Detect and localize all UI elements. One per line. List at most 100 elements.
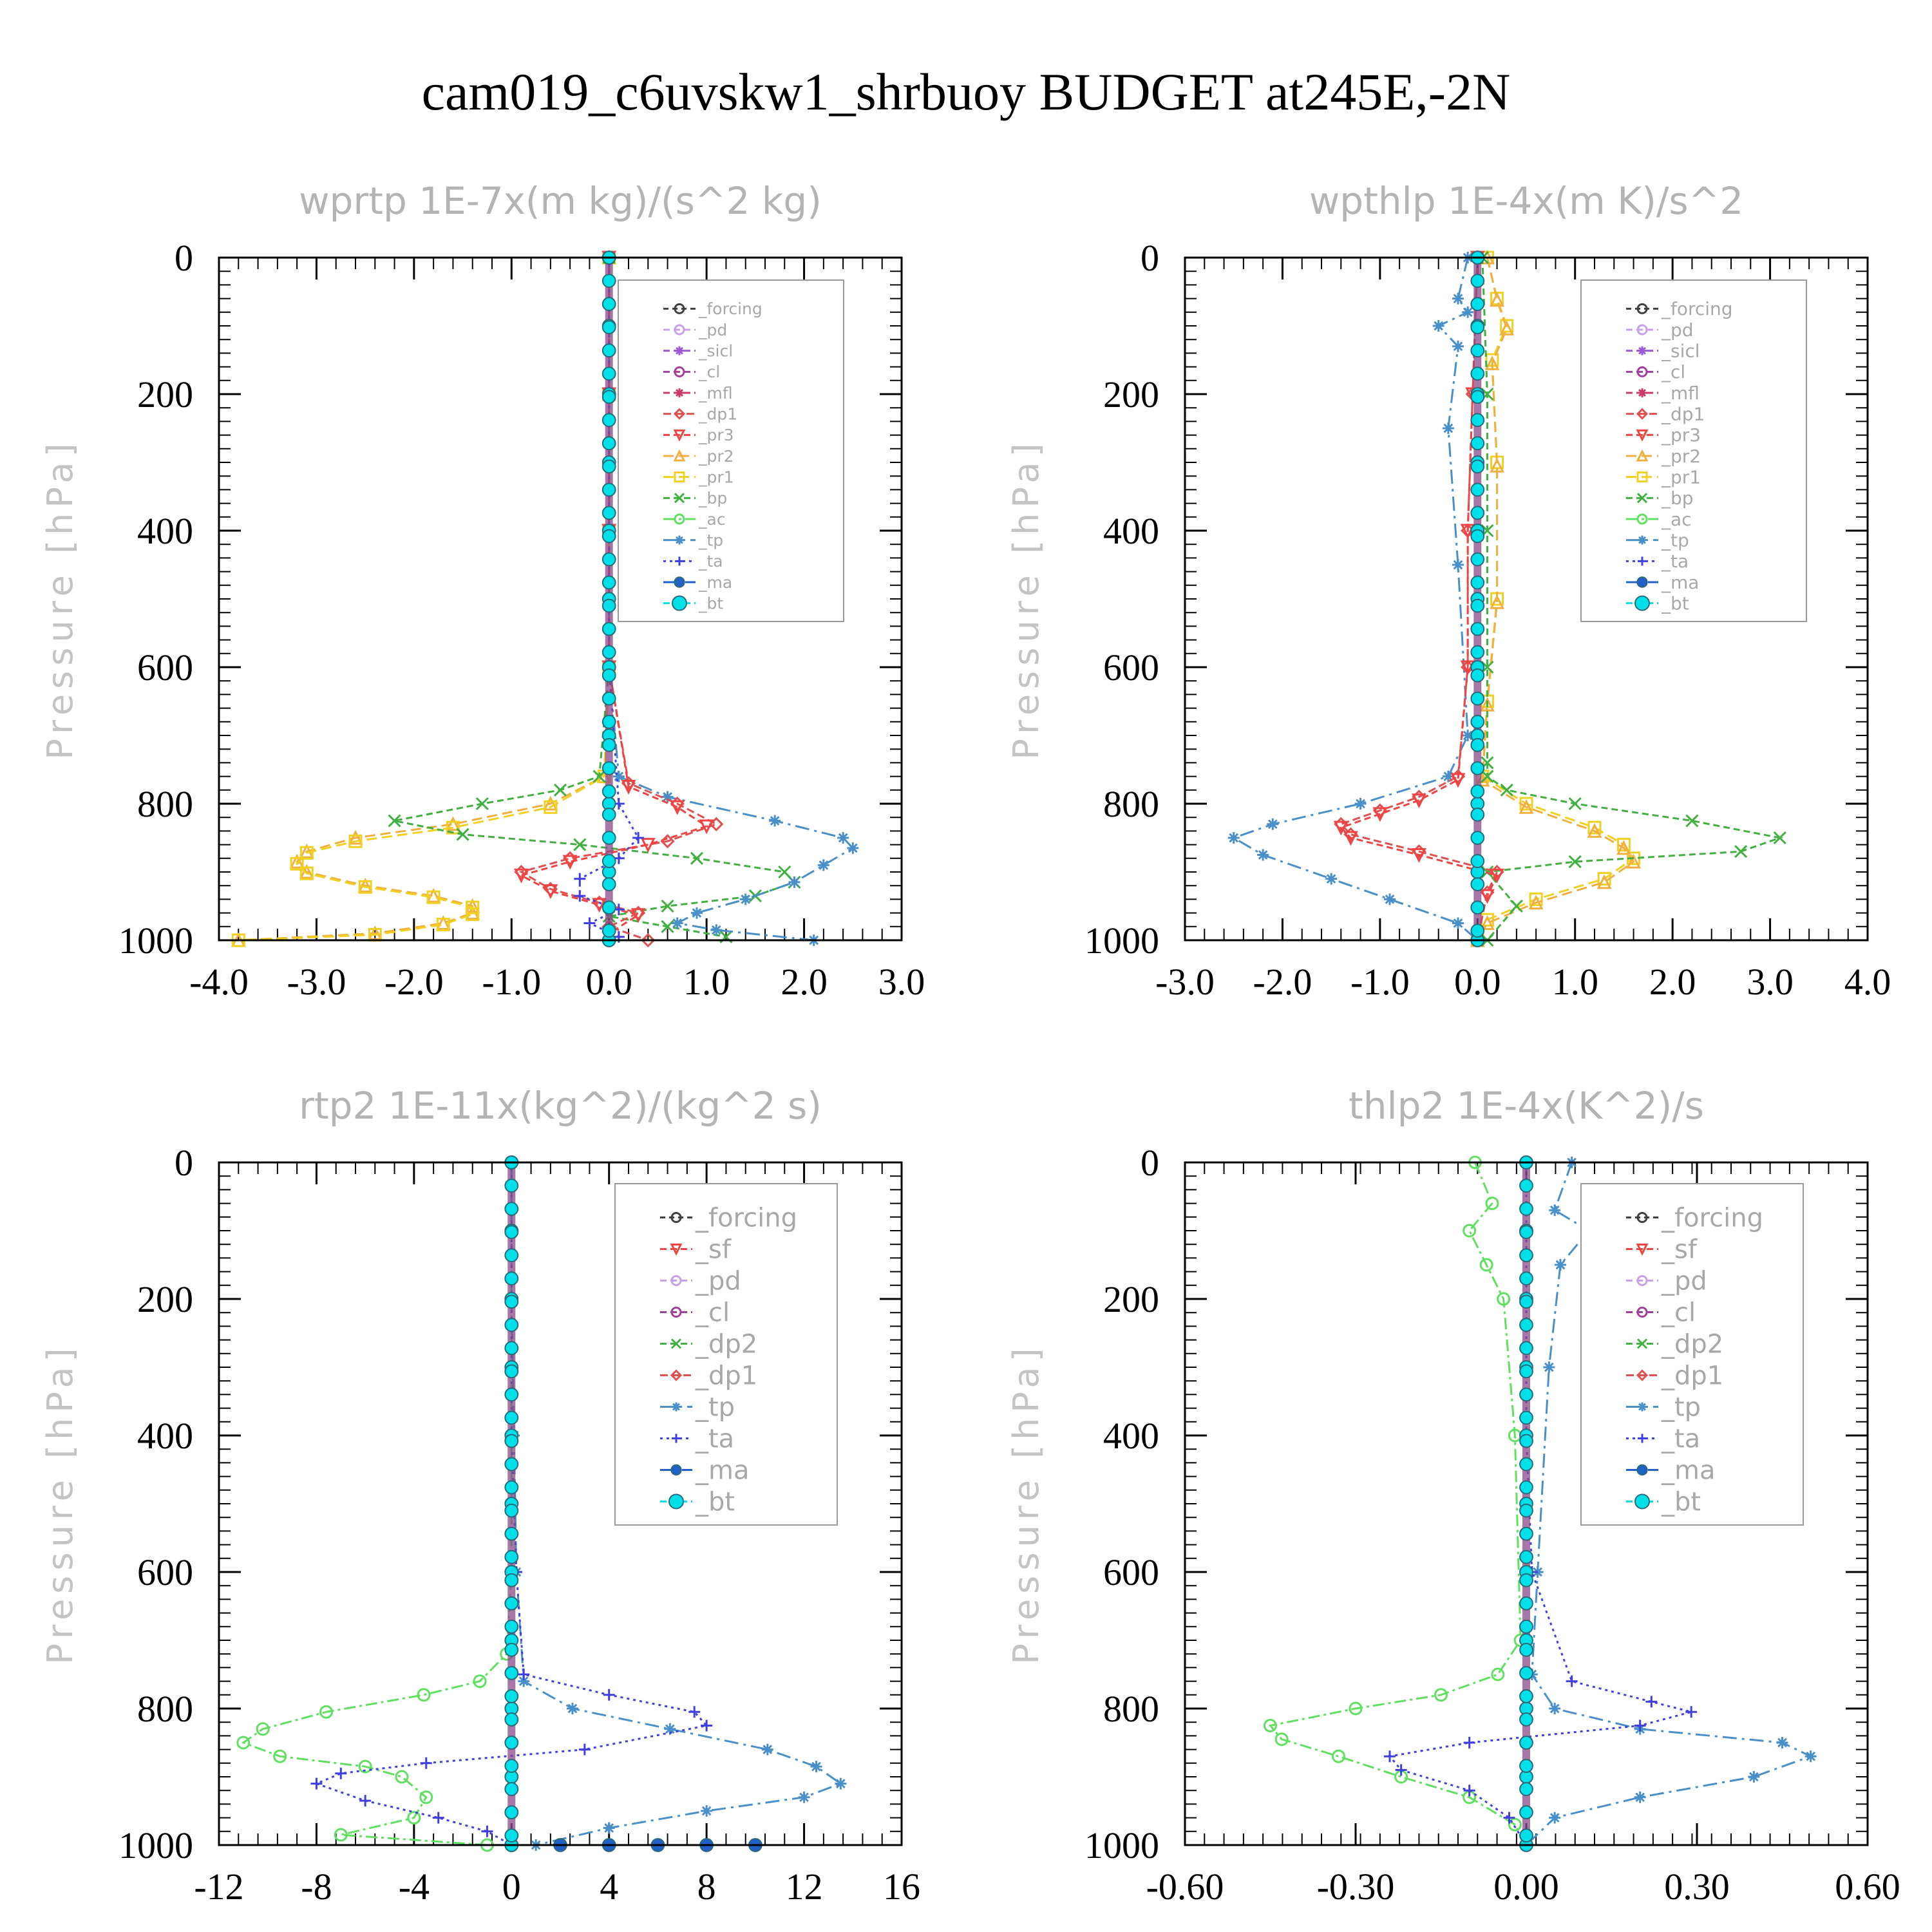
legend-marker xyxy=(1636,303,1648,314)
series-line xyxy=(608,258,855,942)
data-point xyxy=(1343,831,1358,846)
legend-label: _tp xyxy=(1661,1393,1701,1423)
data-point xyxy=(1462,730,1474,741)
legend-marker xyxy=(670,1275,682,1286)
legend-marker xyxy=(1636,1464,1648,1476)
data-point xyxy=(299,866,314,880)
legend-label: _forcing xyxy=(1661,298,1733,319)
data-point xyxy=(1490,292,1504,307)
y-tick-label: 1000 xyxy=(118,1824,193,1866)
legend-label: _dp1 xyxy=(1661,403,1705,424)
data-point xyxy=(1470,645,1485,659)
data-point xyxy=(504,1828,519,1843)
data-point xyxy=(1634,1719,1646,1732)
data-point xyxy=(1519,1619,1533,1634)
data-point xyxy=(601,529,616,544)
data-point xyxy=(1549,1812,1561,1824)
data-point xyxy=(1470,390,1485,404)
legend-marker xyxy=(1636,1212,1648,1223)
y-tick-label: 800 xyxy=(137,783,193,825)
x-tick-label: 3.0 xyxy=(878,961,925,1003)
data-point xyxy=(1566,1675,1578,1687)
data-point xyxy=(504,1689,519,1703)
figure-title: cam019_c6uvskw1_shrbuoy BUDGET at245E,-2… xyxy=(422,62,1511,121)
data-point xyxy=(1432,320,1444,332)
series-pr1 xyxy=(231,251,616,947)
legend: _forcing _pd _sicl _cl _mfl _dp1 _pr3 _pr2 _pr1 _… xyxy=(618,279,844,622)
data-point xyxy=(1529,892,1543,906)
legend-marker xyxy=(1636,471,1648,483)
legend: _forcing_sf_pd_cl_dp2_dp1_tp_ta_ma_bt xyxy=(1580,1183,1804,1526)
y-tick-label: 600 xyxy=(137,647,193,688)
legend-marker xyxy=(670,1338,682,1349)
legend-item: _ma xyxy=(1626,1456,1715,1486)
x-tick-label: 0.0 xyxy=(585,961,632,1003)
legend-item: _pd xyxy=(1626,1267,1707,1296)
data-point xyxy=(543,795,558,811)
data-point xyxy=(1519,1759,1533,1773)
legend-label: _pr2 xyxy=(1661,446,1701,467)
data-point xyxy=(601,831,616,845)
series-line xyxy=(241,1162,513,1846)
data-point xyxy=(710,924,723,936)
y-tick-label: 800 xyxy=(1103,783,1159,825)
legend-label: _ta xyxy=(695,1425,734,1454)
legend-item: _dp2 xyxy=(660,1330,757,1359)
data-point xyxy=(603,1689,615,1701)
data-point xyxy=(1519,799,1534,814)
data-point xyxy=(1748,1771,1760,1783)
x-tick-label: -12 xyxy=(194,1866,243,1908)
data-point xyxy=(435,915,451,930)
series-line xyxy=(238,258,611,942)
data-point xyxy=(601,877,616,891)
data-point xyxy=(1503,1812,1515,1824)
data-point xyxy=(1384,1750,1396,1763)
data-point xyxy=(798,1791,810,1803)
x-tick-label: 0.00 xyxy=(1493,1866,1559,1908)
data-point xyxy=(1519,1503,1533,1518)
data-point xyxy=(504,1736,519,1750)
data-point xyxy=(1470,808,1485,822)
data-point xyxy=(1519,1736,1533,1750)
data-point xyxy=(601,900,616,915)
legend-box xyxy=(1580,279,1807,622)
legend-item: _dp1 xyxy=(663,404,737,423)
legend-label: _dp1 xyxy=(695,1361,757,1391)
legend-item: _forcing xyxy=(1626,1204,1763,1233)
legend-label: _ma xyxy=(698,573,732,592)
data-point xyxy=(504,1665,519,1680)
data-point xyxy=(601,923,616,938)
legend-item: _forcing xyxy=(660,1204,797,1233)
data-point xyxy=(583,917,596,929)
data-point xyxy=(1395,1764,1407,1776)
data-point xyxy=(1490,457,1504,473)
legend-marker xyxy=(675,388,684,397)
x-tick-label: -0.30 xyxy=(1317,1866,1395,1908)
data-point xyxy=(1470,343,1485,358)
data-point xyxy=(1470,459,1485,474)
data-point xyxy=(1491,1667,1505,1681)
data-point xyxy=(688,1706,701,1718)
legend-marker xyxy=(668,1493,684,1510)
series-line xyxy=(1268,1162,1528,1846)
data-point xyxy=(701,1805,713,1817)
data-point xyxy=(1463,1785,1475,1797)
legend-marker xyxy=(674,366,685,377)
legend-item: _ac xyxy=(1626,509,1692,530)
data-point xyxy=(504,1271,519,1286)
y-tick-label: 0 xyxy=(1141,1142,1159,1184)
data-point xyxy=(1470,900,1485,915)
data-point xyxy=(504,1434,519,1448)
data-point xyxy=(1442,770,1454,782)
data-point xyxy=(358,880,372,894)
legend-item: _cl xyxy=(660,1298,730,1328)
data-point xyxy=(601,808,616,822)
legend-marker xyxy=(1636,1338,1648,1349)
data-point xyxy=(504,1248,519,1263)
legend-label: _forcing xyxy=(695,1204,797,1233)
data-point xyxy=(1274,1732,1289,1747)
data-point xyxy=(1499,320,1515,336)
data-point xyxy=(699,819,714,835)
data-point xyxy=(601,552,616,567)
